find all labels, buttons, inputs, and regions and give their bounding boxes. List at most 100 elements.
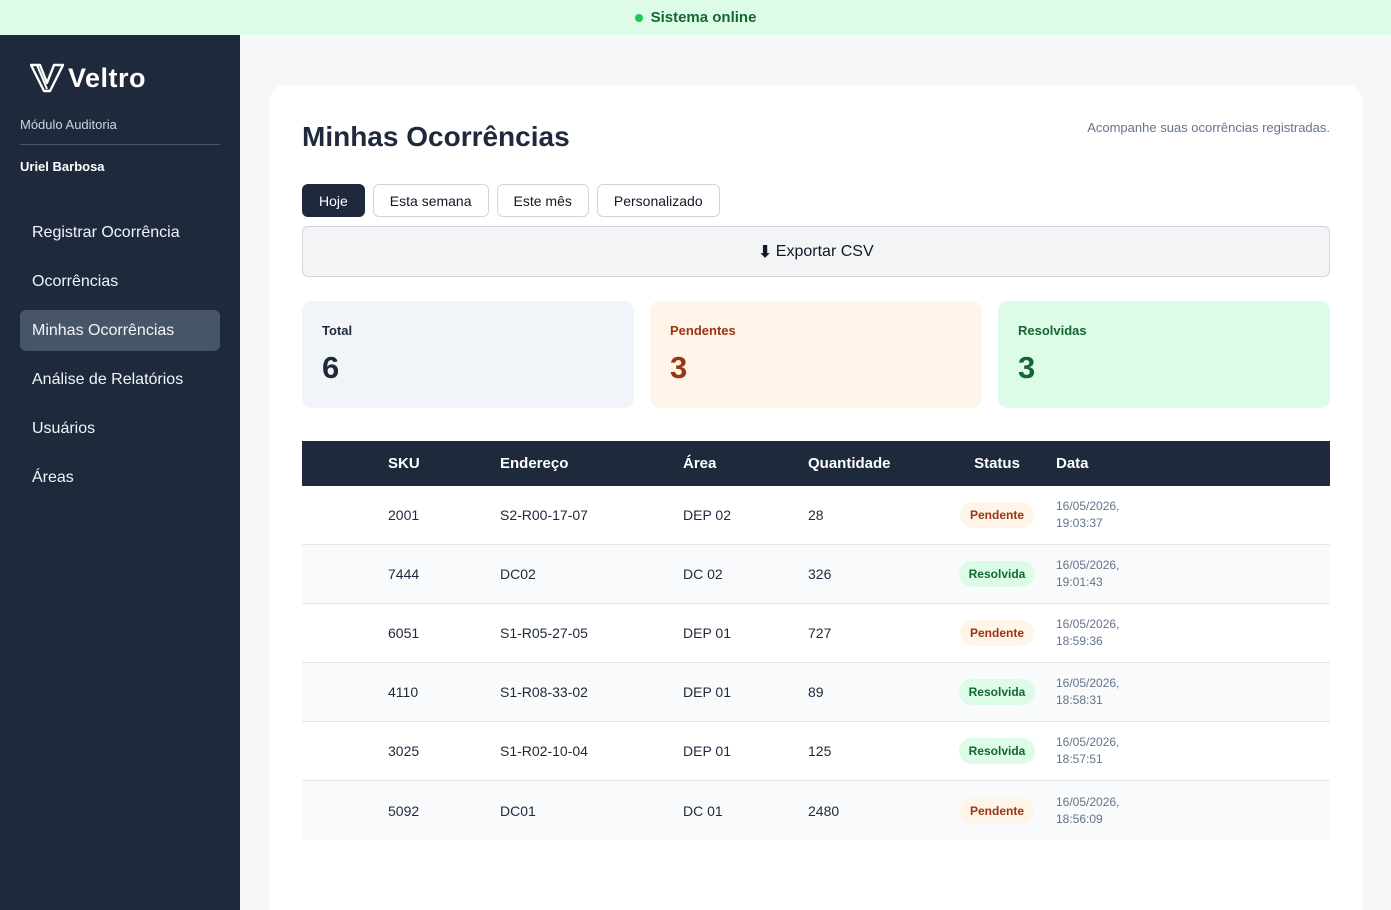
cell-area: DC 01 — [683, 802, 723, 819]
filter-hoje-button[interactable]: Hoje — [302, 184, 365, 217]
date-text: 16/05/2026, 19:01:43 — [1056, 558, 1120, 589]
download-icon: ⬇ — [758, 243, 772, 261]
cell-sku: 4110 — [388, 684, 419, 700]
cell-data: 16/05/2026, 19:03:37 — [1046, 498, 1136, 532]
brand-name: Veltro — [68, 62, 147, 93]
cell-data: 16/05/2026, 18:58:31 — [1046, 675, 1136, 709]
status-dot-icon — [634, 13, 643, 22]
cell-status: Pendente — [948, 797, 1046, 824]
date-text: 16/05/2026, 18:56:09 — [1056, 794, 1120, 826]
stat-total-value: 6 — [322, 350, 340, 385]
main-card: Minhas Ocorrências Acompanhe suas ocorrê… — [270, 85, 1362, 910]
column-header-quantidade[interactable]: Quantidade — [808, 455, 891, 472]
cell-status: Resolvida — [948, 679, 1046, 705]
cell-endereco: S2-R00-17-07 — [500, 507, 588, 523]
date-filter-group: Hoje Esta semana Este mês Personalizado — [302, 184, 720, 217]
stat-card-total: Total 6 — [302, 301, 634, 408]
cell-status: Resolvida — [948, 561, 1046, 587]
filter-este-mes-button[interactable]: Este mês — [496, 184, 589, 217]
cell-quantidade: 326 — [808, 566, 832, 582]
cell-sku: 5092 — [388, 802, 420, 819]
cell-area: DEP 01 — [683, 743, 731, 759]
table-row[interactable]: 5092 DC01 DC 01 2480 Pendente 16/05/2026… — [302, 781, 1330, 840]
cell-data: 16/05/2026, 18:57:51 — [1046, 734, 1136, 768]
page-title: Minhas Ocorrências — [302, 121, 570, 152]
module-label: Módulo Auditoria — [20, 117, 220, 145]
system-status-text: Sistema online — [650, 9, 757, 26]
stat-pendentes-label: Pendentes — [670, 323, 736, 338]
cell-area: DEP 02 — [683, 507, 731, 523]
column-header-sku[interactable]: SKU — [388, 455, 420, 472]
column-header-endereco[interactable]: Endereço — [500, 455, 569, 472]
cell-quantidade: 28 — [808, 507, 824, 523]
veltro-logo-icon — [30, 63, 64, 93]
cell-quantidade: 727 — [808, 625, 832, 641]
system-status-bar: Sistema online — [0, 0, 1391, 35]
sidebar: Veltro Módulo Auditoria Uriel Barbosa Re… — [0, 35, 240, 910]
cell-endereco: DC02 — [500, 566, 536, 582]
status-badge: Pendente — [959, 502, 1034, 528]
sidebar-item-ocorrencias[interactable]: Ocorrências — [32, 272, 119, 290]
stat-total-label: Total — [322, 323, 353, 338]
cell-endereco: DC01 — [500, 802, 536, 819]
cell-data: 16/05/2026, 19:01:43 — [1046, 557, 1136, 591]
cell-quantidade: 89 — [808, 684, 824, 700]
cell-endereco: S1-R05-27-05 — [500, 625, 588, 641]
stat-pendentes-value: 3 — [670, 350, 688, 385]
status-badge: Resolvida — [958, 561, 1036, 587]
table-header: SKU Endereço Área Quantidade Status Data — [302, 441, 1330, 486]
cell-sku: 7444 — [388, 566, 420, 582]
cell-area: DC 02 — [683, 566, 723, 582]
cell-sku: 2001 — [388, 507, 420, 523]
ocorrencias-table: SKU Endereço Área Quantidade Status Data… — [302, 441, 1330, 840]
cell-quantidade: 125 — [808, 743, 832, 759]
cell-status: Pendente — [948, 620, 1046, 646]
sidebar-item-minhas-ocorrencias[interactable]: Minhas Ocorrências — [20, 310, 220, 351]
date-text: 16/05/2026, 18:57:51 — [1056, 735, 1120, 766]
column-header-status[interactable]: Status — [974, 455, 1020, 472]
sidebar-item-registrar-ocorrencia[interactable]: Registrar Ocorrência — [32, 223, 180, 241]
cell-sku: 3025 — [388, 743, 420, 759]
brand[interactable]: Veltro — [30, 62, 220, 94]
export-csv-button[interactable]: ⬇ Exportar CSV — [302, 226, 1330, 277]
column-header-area[interactable]: Área — [683, 455, 717, 472]
date-text: 16/05/2026, 19:03:37 — [1056, 499, 1120, 530]
table-row[interactable]: 7444 DC02 DC 02 326 Resolvida 16/05/2026… — [302, 545, 1330, 604]
table-row[interactable]: 6051 S1-R05-27-05 DEP 01 727 Pendente 16… — [302, 604, 1330, 663]
filter-esta-semana-button[interactable]: Esta semana — [372, 184, 489, 217]
stats-cards: Total 6 Pendentes 3 Resolvidas 3 — [302, 301, 1330, 408]
export-csv-label: Exportar CSV — [775, 242, 874, 260]
date-text: 16/05/2026, 18:59:36 — [1056, 617, 1120, 648]
cell-status: Pendente — [948, 502, 1046, 528]
column-header-data[interactable]: Data — [1056, 455, 1089, 472]
cell-area: DEP 01 — [683, 684, 731, 700]
filter-personalizado-button[interactable]: Personalizado — [596, 184, 720, 217]
table-row[interactable]: 3025 S1-R02-10-04 DEP 01 125 Resolvida 1… — [302, 722, 1330, 781]
stat-card-pendentes: Pendentes 3 — [650, 301, 982, 408]
date-text: 16/05/2026, 18:58:31 — [1056, 676, 1120, 707]
page-subtitle: Acompanhe suas ocorrências registradas. — [1087, 120, 1330, 135]
cell-endereco: S1-R08-33-02 — [500, 684, 588, 700]
sidebar-item-areas[interactable]: Áreas — [32, 468, 74, 486]
cell-status: Resolvida — [948, 738, 1046, 764]
status-badge: Resolvida — [958, 738, 1036, 764]
cell-quantidade: 2480 — [808, 802, 840, 819]
status-badge: Resolvida — [958, 679, 1036, 705]
stat-resolvidas-label: Resolvidas — [1018, 323, 1087, 338]
sidebar-nav: Registrar Ocorrência Ocorrências Minhas … — [20, 212, 220, 498]
status-badge: Pendente — [959, 620, 1034, 646]
stat-resolvidas-value: 3 — [1018, 350, 1036, 385]
table-row[interactable]: 2001 S2-R00-17-07 DEP 02 28 Pendente 16/… — [302, 486, 1330, 545]
cell-endereco: S1-R02-10-04 — [500, 743, 588, 759]
sidebar-item-analise-de-relatorios[interactable]: Análise de Relatórios — [32, 370, 184, 388]
status-badge: Pendente — [959, 797, 1034, 824]
stat-card-resolvidas: Resolvidas 3 — [998, 301, 1330, 408]
cell-data: 16/05/2026, 18:59:36 — [1046, 616, 1136, 650]
user-name: Uriel Barbosa — [20, 159, 105, 174]
cell-sku: 6051 — [388, 625, 420, 641]
table-row[interactable]: 4110 S1-R08-33-02 DEP 01 89 Resolvida 16… — [302, 663, 1330, 722]
table-body: 2001 S2-R00-17-07 DEP 02 28 Pendente 16/… — [302, 486, 1330, 840]
sidebar-item-usuarios[interactable]: Usuários — [32, 419, 96, 437]
cell-data: 16/05/2026, 18:56:09 — [1046, 794, 1136, 828]
cell-area: DEP 01 — [683, 625, 731, 641]
